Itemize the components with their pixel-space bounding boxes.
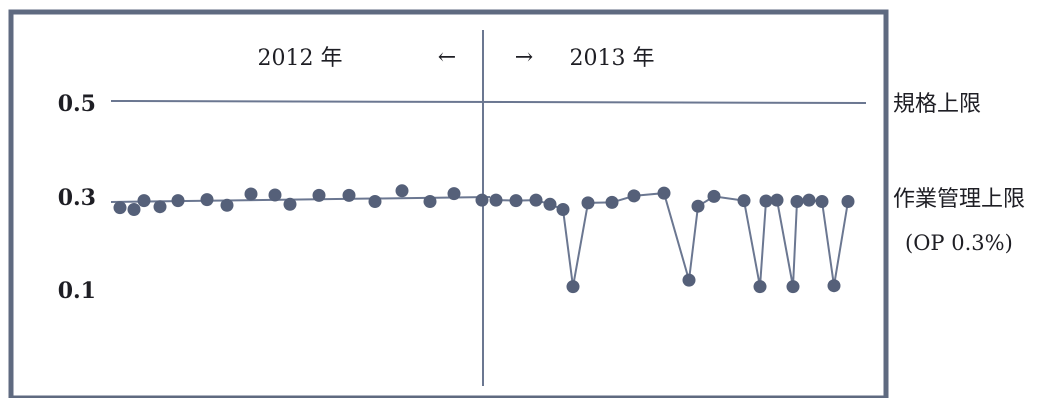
- series-2012: [113, 184, 489, 216]
- data-point: [682, 273, 696, 287]
- data-point: [283, 197, 297, 211]
- control-upper-label: 作業管理上限: [893, 187, 1025, 212]
- data-point: [137, 194, 151, 208]
- data-point: [268, 188, 282, 202]
- data-point: [657, 186, 671, 200]
- data-point: [786, 280, 800, 294]
- left-arrow: ←: [438, 45, 456, 70]
- data-point: [841, 195, 855, 208]
- data-point: [475, 193, 489, 207]
- data-point: [423, 195, 437, 208]
- data-point: [171, 194, 185, 208]
- data-point: [244, 187, 258, 201]
- y-tick-label: 0.5: [58, 91, 96, 117]
- data-point: [802, 193, 816, 207]
- data-point: [113, 201, 127, 215]
- data-point: [759, 194, 773, 208]
- data-point: [627, 189, 641, 203]
- series-2013: [489, 186, 855, 294]
- data-point: [509, 194, 523, 208]
- right-arrow: →: [515, 45, 533, 70]
- data-point: [566, 280, 580, 294]
- data-point: [556, 203, 570, 216]
- data-point: [127, 203, 141, 216]
- data-point: [581, 196, 595, 210]
- data-point: [312, 188, 326, 202]
- data-point: [815, 195, 829, 208]
- data-point: [220, 198, 234, 212]
- data-point: [827, 279, 841, 293]
- data-point: [770, 193, 784, 207]
- data-point: [753, 280, 767, 294]
- y-tick-label: 0.1: [58, 278, 96, 304]
- spec-upper-line: [110, 100, 867, 104]
- y-tick-label: 0.3: [58, 185, 96, 211]
- data-point: [737, 194, 751, 208]
- year-2013-label: 2013 年: [570, 46, 655, 71]
- spec-upper-label: 規格上限: [893, 92, 981, 117]
- data-point: [342, 188, 356, 202]
- data-point: [153, 200, 167, 214]
- data-point: [395, 184, 409, 198]
- data-point: [200, 193, 214, 207]
- data-point: [605, 195, 619, 209]
- year-2012-label: 2012 年: [258, 46, 343, 71]
- data-point: [529, 193, 543, 207]
- data-point: [707, 189, 721, 203]
- data-point: [447, 187, 461, 201]
- control-upper-note: (OP 0.3%): [905, 231, 1013, 255]
- data-point: [790, 195, 804, 208]
- data-point: [691, 199, 705, 213]
- data-point: [489, 193, 503, 207]
- data-point: [368, 195, 382, 208]
- data-point: [543, 197, 557, 211]
